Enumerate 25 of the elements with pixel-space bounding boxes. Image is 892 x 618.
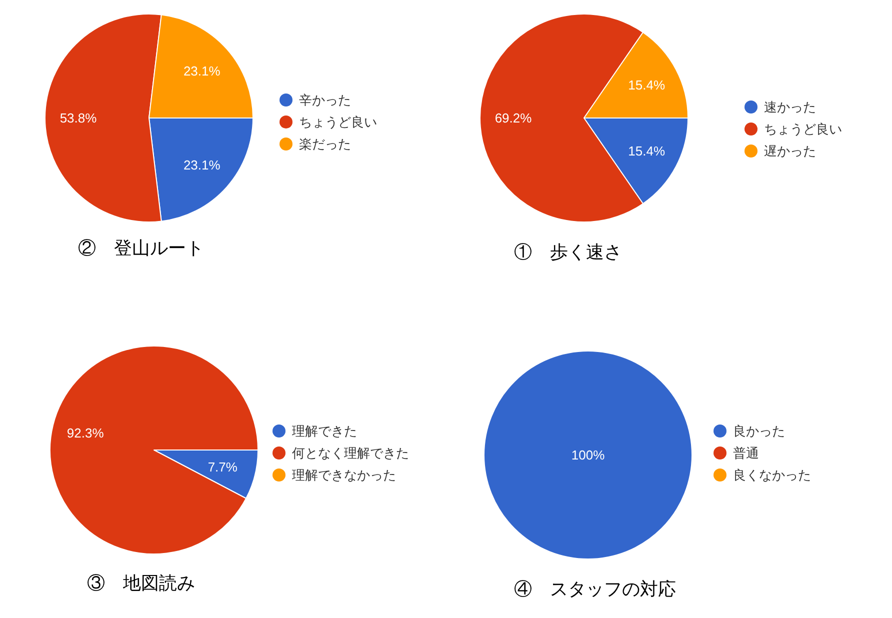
- legend-label: 辛かった: [299, 92, 351, 108]
- legend-label: 速かった: [764, 100, 816, 114]
- legend-label: 理解できた: [292, 424, 357, 438]
- data-label: 23.1%: [183, 157, 221, 172]
- data-label: 100%: [571, 448, 606, 462]
- text: ④ スタッフの対応: [514, 579, 676, 599]
- text: ② 登山ルート: [78, 238, 204, 258]
- data-label: 15.4%: [628, 143, 666, 158]
- legend-label: ちょうど良い: [764, 122, 842, 136]
- legend-label: 遅かった: [764, 144, 816, 158]
- data-label: 92.3%: [66, 426, 104, 441]
- legend-label: ちょうど良い: [299, 114, 377, 130]
- data-label: 53.8%: [60, 110, 98, 126]
- legend-label: 楽だった: [299, 136, 351, 152]
- text: ① 歩く速さ: [514, 242, 622, 262]
- data-label: 7.7%: [208, 459, 238, 474]
- text: ③ 地図読み: [87, 573, 195, 593]
- legend-label: 良くなかった: [733, 468, 811, 482]
- legend-label: 良かった: [733, 424, 785, 438]
- legend-label: 普通: [733, 446, 759, 460]
- legend-label: 理解できなかった: [292, 468, 396, 482]
- data-label: 69.2%: [494, 110, 532, 126]
- data-label: 23.1%: [183, 64, 221, 79]
- legend-label: 何となく理解できた: [292, 446, 409, 460]
- data-label: 15.4%: [628, 78, 666, 93]
